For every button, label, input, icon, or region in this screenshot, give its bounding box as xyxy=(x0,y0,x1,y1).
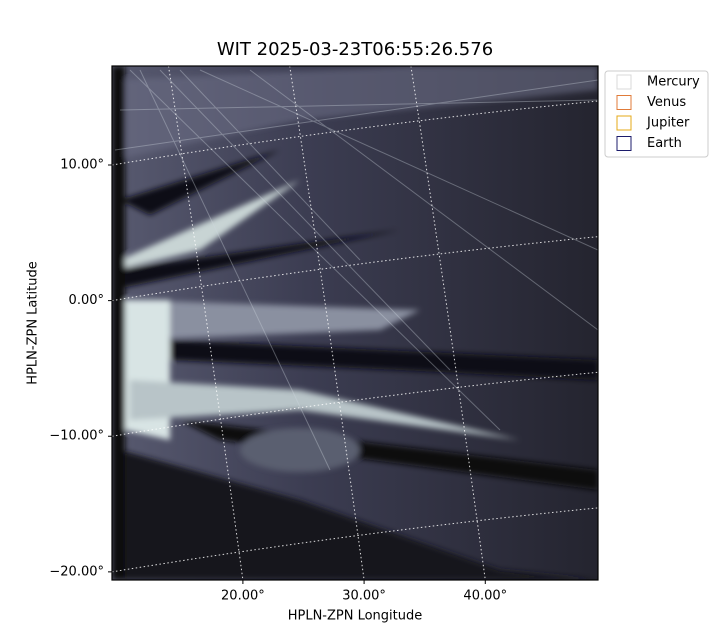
legend-label: Venus xyxy=(647,95,686,110)
legend-label: Jupiter xyxy=(646,116,690,131)
grid-line xyxy=(288,61,365,581)
plot-frame xyxy=(111,65,599,581)
y-tick-label: 10.00° xyxy=(60,158,104,173)
y-tick-label: −20.00° xyxy=(49,564,104,579)
legend-swatch xyxy=(616,74,632,90)
legend-label: Mercury xyxy=(647,75,700,90)
legend-swatch xyxy=(616,115,632,131)
y-tick-label: 0.00° xyxy=(69,293,104,308)
legend: Mercury Venus Jupiter Earth xyxy=(604,70,709,158)
grid-line xyxy=(409,61,486,581)
y-tick-label: −10.00° xyxy=(49,429,104,444)
legend-swatch xyxy=(616,95,632,110)
x-tick-label: 30.00° xyxy=(342,589,386,604)
chart-title: WIT 2025-03-23T06:55:26.576 xyxy=(217,39,493,60)
image xyxy=(112,66,598,580)
legend-label: Earth xyxy=(647,136,682,151)
grid xyxy=(111,61,599,581)
grid-line xyxy=(167,61,244,581)
x-tick-label: 20.00° xyxy=(221,589,265,604)
legend-swatch xyxy=(616,136,632,151)
x-tick-label: 40.00° xyxy=(463,589,507,604)
legend-frame xyxy=(604,70,709,158)
x-axis-label: HPLN-ZPN Longitude xyxy=(288,609,423,624)
y-axis-label: HPLN-ZPN Latitude xyxy=(26,261,41,384)
